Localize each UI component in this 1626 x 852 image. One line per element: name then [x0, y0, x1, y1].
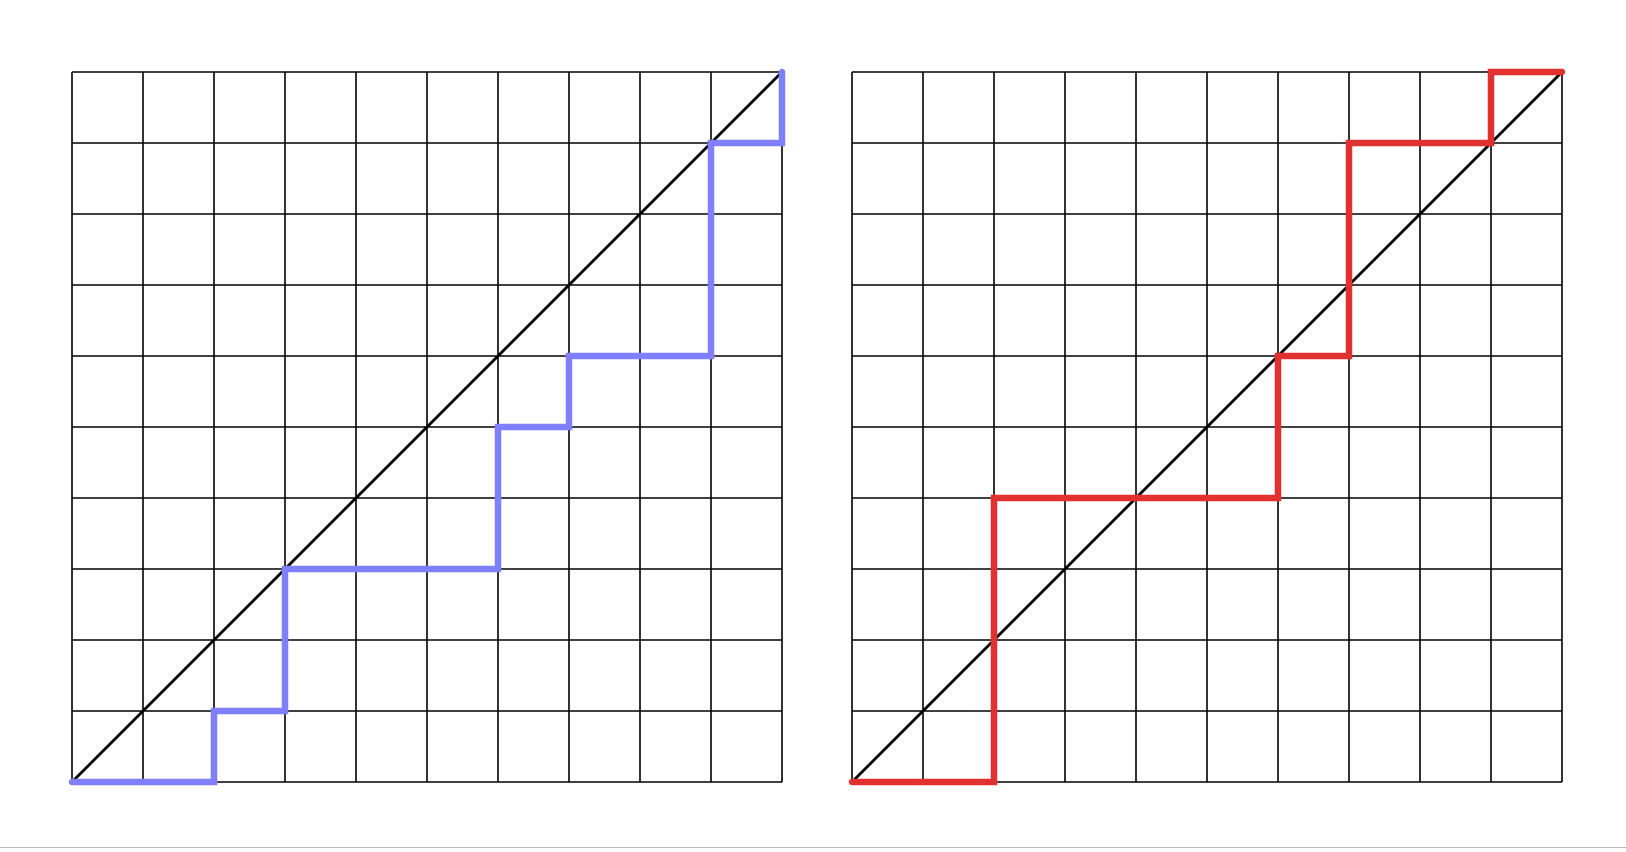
right-grid-panel — [848, 68, 1566, 786]
right-lattice-path — [848, 68, 1566, 786]
bottom-divider — [0, 847, 1626, 848]
left-grid-panel — [68, 68, 786, 786]
left-lattice-path — [68, 68, 786, 786]
diagonal-line — [851, 71, 1563, 783]
diagonal-line — [71, 71, 783, 783]
